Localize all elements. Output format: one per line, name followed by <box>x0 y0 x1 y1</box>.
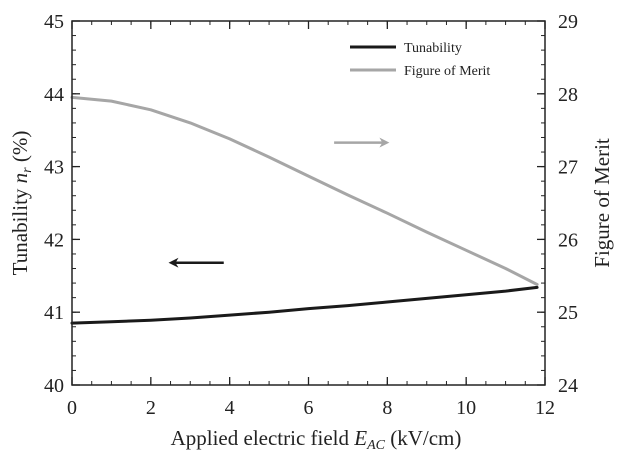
right-y-tick-label: 28 <box>558 84 578 106</box>
x-tick-label: 4 <box>225 397 235 419</box>
series-layer <box>70 95 539 325</box>
right-y-tick-label: 27 <box>558 157 578 179</box>
x-tick-label: 8 <box>382 397 392 419</box>
left-y-tick-label: 44 <box>44 84 64 106</box>
x-tick-label: 2 <box>146 397 156 419</box>
left-y-axis-title: Tunability nr (%) <box>8 131 35 276</box>
x-tick-label: 10 <box>456 397 476 419</box>
series-line-tunability <box>70 285 539 325</box>
right-y-tick-label: 26 <box>558 229 578 251</box>
x-tick-labels: 0 2 4 6 8 10 12 <box>67 397 555 419</box>
x-tick-label: 12 <box>535 397 555 419</box>
left-y-tick-label: 42 <box>44 229 64 251</box>
right-y-axis-title: Figure of Merit <box>590 138 614 268</box>
legend-label-tunability: Tunability <box>404 41 462 56</box>
left-y-tick-label: 43 <box>44 157 64 179</box>
right-y-tick-label: 24 <box>558 375 578 397</box>
legend-label-figure-of-merit: Figure of Merit <box>404 64 490 79</box>
x-tick-label: 0 <box>67 397 77 419</box>
x-tick-label: 6 <box>304 397 314 419</box>
x-axis-title: Applied electric field EAC (kV/cm) <box>171 426 462 453</box>
right-y-tick-label: 25 <box>558 302 578 324</box>
right-y-tick-labels: 24 25 26 27 28 29 <box>558 11 578 397</box>
left-y-tick-label: 45 <box>44 11 64 33</box>
legend: Tunability Figure of Merit <box>350 41 490 79</box>
left-y-tick-labels: 40 41 42 43 44 45 <box>44 11 64 397</box>
left-y-tick-label: 41 <box>44 302 64 324</box>
annotation-layer <box>168 137 390 268</box>
plot-frame <box>71 20 546 386</box>
series-line-figure-of-merit <box>70 95 539 286</box>
left-y-tick-label: 40 <box>44 375 64 397</box>
right-y-tick-label: 29 <box>558 11 578 33</box>
